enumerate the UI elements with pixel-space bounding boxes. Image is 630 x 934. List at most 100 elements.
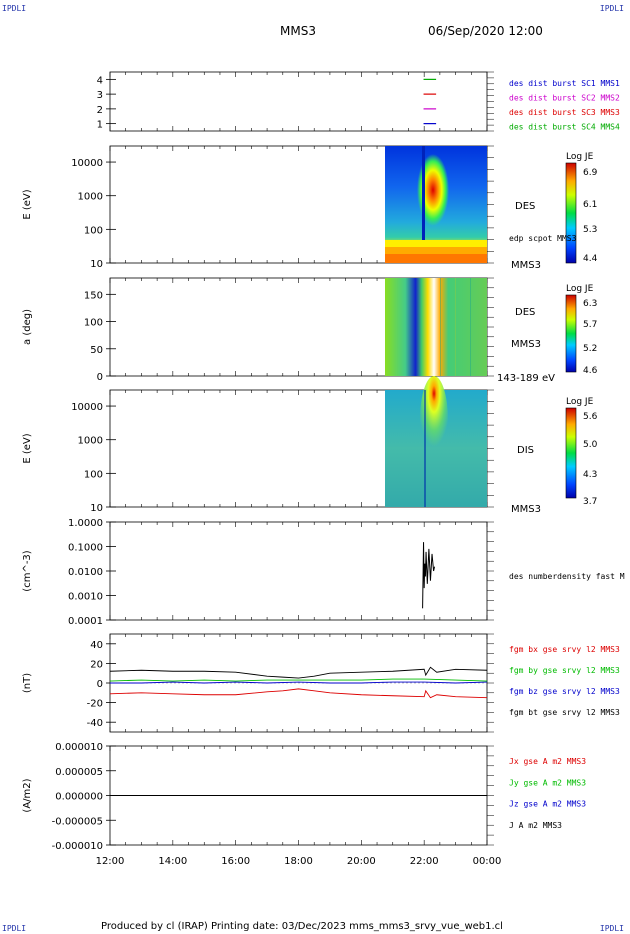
colorbar-tick: 6.1 — [583, 200, 597, 210]
panel-label-mms3: MMS3 — [511, 504, 541, 515]
y-axis-label: E (eV) — [22, 189, 33, 219]
b-field-series — [109, 678, 488, 682]
y-axis-label: a (deg) — [22, 309, 33, 345]
panel-label-scpot: edp scpot MMS3 — [509, 234, 577, 243]
legend-entry: J A m2 MMS3 — [509, 821, 562, 830]
corner-label-bottom-right: IPDLI — [599, 924, 624, 933]
time-tick-label: 22:00 — [410, 856, 439, 867]
y-tick-label: -0.000005 — [52, 816, 103, 827]
header-date-time: 06/Sep/2020 12:00 — [428, 24, 543, 38]
y-tick-label: 100 — [84, 225, 103, 236]
colorbar-title: Log JE — [566, 152, 594, 162]
y-tick-label: 150 — [84, 290, 103, 301]
b-field-series — [110, 681, 488, 684]
colorbar-tick: 4.6 — [583, 366, 598, 376]
legend-entry: Jx gse A m2 MMS3 — [509, 757, 586, 766]
legend-entry: fgm bx gse srvy l2 MMS3 — [509, 645, 620, 654]
y-tick-label: 10000 — [71, 158, 103, 169]
y-tick-label: 3 — [97, 90, 103, 101]
y-tick-label: 2 — [97, 105, 103, 116]
y-tick-label: 0 — [97, 372, 103, 383]
y-axis-label: E (eV) — [22, 433, 33, 463]
legend-entry: fgm bz gse srvy l2 MMS3 — [509, 687, 620, 696]
colorbar-tick: 5.3 — [583, 225, 597, 235]
y-tick-label: 0.000005 — [55, 767, 103, 778]
y-tick-label: 100 — [84, 469, 103, 480]
y-tick-label: 0.0001 — [68, 616, 103, 627]
y-tick-label: 100 — [84, 318, 103, 329]
y-tick-label: 0.1000 — [68, 543, 103, 554]
y-tick-label: 4 — [97, 75, 103, 86]
legend-entry: Jz gse A m2 MMS3 — [509, 800, 586, 809]
legend-entry: des dist burst SC1 MMS1 — [509, 79, 620, 88]
colorbar-tick: 5.6 — [583, 412, 598, 422]
panel-frame-0 — [109, 71, 488, 132]
y-axis-label: (A/m2) — [22, 778, 33, 812]
density-series — [422, 542, 436, 609]
colorbar-dis-energy: Log JE 5.6 5.0 4.3 3.7 — [565, 397, 598, 507]
corner-label-top-left: IPDLI — [2, 4, 27, 13]
y-tick-label: 0.000010 — [55, 742, 103, 753]
y-tick-label: 0.0100 — [68, 567, 103, 578]
legend-entry: Jy gse A m2 MMS3 — [509, 778, 586, 787]
corner-label-bottom-left: IPDLI — [2, 924, 27, 933]
legend-entry: des numberdensity fast M — [509, 572, 625, 581]
time-tick-label: 18:00 — [284, 856, 313, 867]
y-tick-label: 1 — [97, 120, 103, 131]
y-tick-label: -40 — [87, 718, 103, 729]
legend-entry: des dist burst SC3 MMS3 — [509, 108, 620, 117]
time-tick-label: 00:00 — [473, 856, 502, 867]
header-spacecraft: MMS3 — [280, 24, 316, 38]
colorbar-tick: 5.2 — [583, 344, 597, 354]
y-tick-label: 1000 — [78, 192, 103, 203]
y-axis-label: (cm^-3) — [22, 550, 33, 591]
time-tick-label: 14:00 — [158, 856, 187, 867]
dis-energy-spectrogram — [385, 376, 487, 507]
panel-label-energy-range: 143-189 eV — [497, 373, 555, 384]
des-energy-spectrogram — [385, 146, 487, 263]
y-tick-label: 0 — [97, 679, 103, 690]
b-field-series — [109, 688, 488, 699]
y-tick-label: 10 — [90, 259, 103, 270]
colorbar-des-energy: Log JE 6.9 6.1 5.3 4.4 — [565, 152, 598, 264]
y-tick-label: 20 — [90, 659, 103, 670]
b-field-series — [109, 666, 488, 679]
colorbar-tick: 4.4 — [583, 254, 598, 264]
des-pitch-angle-spectrogram — [385, 278, 487, 376]
y-tick-label: 10 — [90, 503, 103, 514]
y-tick-label: 0.000000 — [55, 792, 103, 803]
colorbar-tick: 6.9 — [583, 168, 598, 178]
y-tick-label: -20 — [87, 699, 103, 710]
legend-entry: des dist burst SC4 MMS4 — [509, 123, 620, 132]
colorbar-title: Log JE — [566, 397, 594, 407]
time-tick-label: 12:00 — [96, 856, 125, 867]
colorbar-title: Log JE — [566, 284, 594, 294]
colorbar-tick: 6.3 — [583, 299, 597, 309]
time-tick-label: 16:00 — [221, 856, 250, 867]
time-tick-label: 20:00 — [347, 856, 376, 867]
footer-credits: Produced by cl (IRAP) Printing date: 03/… — [101, 921, 503, 932]
y-tick-label: 40 — [90, 640, 103, 651]
colorbar-tick: 3.7 — [583, 497, 597, 507]
y-tick-label: 1.0000 — [68, 518, 103, 529]
legend-entry: des dist burst SC2 MMS2 — [509, 94, 620, 103]
colorbar-tick: 4.3 — [583, 470, 597, 480]
panel-label-des: DES — [515, 201, 535, 212]
colorbar-des-pitch-angle: Log JE 6.3 5.7 5.2 4.6 — [565, 284, 598, 376]
legend-entry: fgm by gse srvy l2 MMS3 — [509, 666, 620, 675]
y-tick-label: 50 — [90, 345, 103, 356]
colorbar-tick: 5.7 — [583, 320, 597, 330]
y-tick-label: 1000 — [78, 436, 103, 447]
legend-entry: fgm bt gse srvy l2 MMS3 — [509, 708, 620, 717]
panel-label-mms3: MMS3 — [511, 339, 541, 350]
panel-label-des: DES — [515, 307, 535, 318]
colorbar-tick: 5.0 — [583, 440, 598, 450]
panel-label-mms3: MMS3 — [511, 260, 541, 271]
y-axis-label: (nT) — [22, 673, 33, 693]
panel-label-dis: DIS — [517, 445, 534, 456]
corner-label-top-right: IPDLI — [599, 4, 624, 13]
y-tick-label: 10000 — [71, 402, 103, 413]
y-tick-label: 0.0010 — [68, 592, 103, 603]
y-tick-label: -0.000010 — [52, 841, 103, 852]
